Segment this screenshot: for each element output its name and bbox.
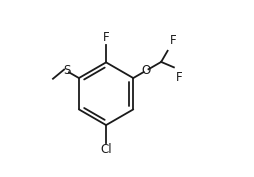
Text: F: F xyxy=(176,71,182,84)
Text: S: S xyxy=(63,64,70,77)
Text: Cl: Cl xyxy=(100,143,112,156)
Text: F: F xyxy=(170,35,177,47)
Text: O: O xyxy=(141,64,151,77)
Text: F: F xyxy=(103,31,109,44)
